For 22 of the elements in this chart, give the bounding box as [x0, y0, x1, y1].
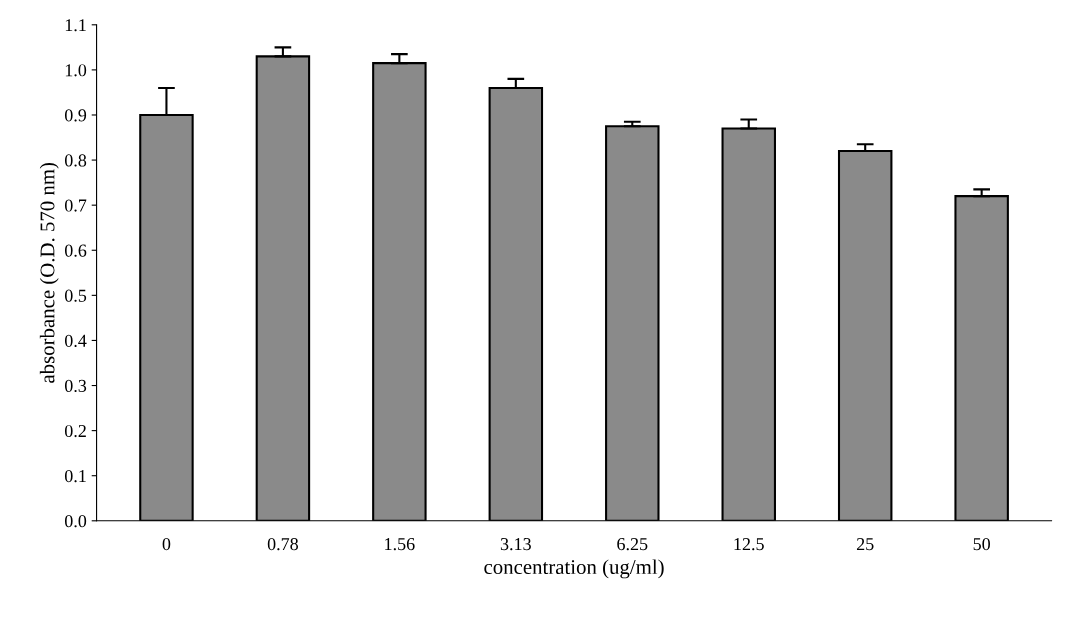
- y-tick-label: 1.0: [65, 64, 87, 77]
- x-tick-label: 3.13: [500, 538, 531, 551]
- y-tick-label: 0.9: [64, 109, 87, 122]
- y-tick-label: 0.2: [64, 424, 86, 438]
- y-tick-label: 0.4: [64, 334, 87, 347]
- x-axis-title: concentration (ug/ml): [484, 559, 664, 579]
- y-tick-label: 0.3: [64, 379, 87, 393]
- y-axis-title: absorbance (O.D. 570 nm): [39, 162, 59, 383]
- y-tick-label: 0.6: [64, 244, 87, 257]
- x-tick-label: 0.78: [267, 537, 299, 551]
- y-tick-label: 0.7: [64, 199, 87, 212]
- y-tick-label: 0.1: [64, 469, 86, 483]
- x-tick-label: 0: [162, 537, 171, 551]
- y-tick-label: 0.0: [64, 515, 87, 528]
- x-tick-label: 1.56: [385, 538, 415, 551]
- x-tick-label: 6.25: [617, 538, 648, 551]
- x-tick-label: 25: [856, 538, 874, 551]
- y-tick-label: 0.8: [64, 154, 87, 167]
- y-tick-label: 1.1: [65, 19, 86, 32]
- x-tick-label: 50: [973, 537, 990, 551]
- x-tick-label: 12.5: [734, 538, 764, 551]
- y-tick-label: 0.5: [64, 289, 87, 302]
